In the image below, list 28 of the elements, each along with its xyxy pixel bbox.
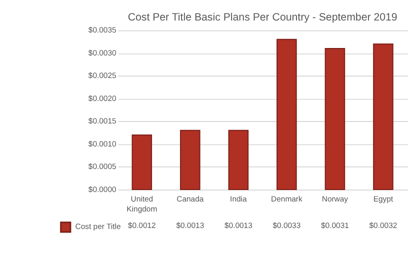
legend-label: Cost per Title [75, 222, 121, 232]
y-tick-label: $0.0015 [88, 116, 116, 126]
bar [180, 130, 200, 190]
data-label: $0.0013 [176, 221, 204, 230]
data-label: $0.0012 [128, 221, 156, 230]
x-tick-label: India [230, 194, 248, 204]
data-label: $0.0013 [224, 221, 252, 230]
y-tick-label: $0.0010 [88, 139, 116, 148]
y-tick-label: $0.0025 [88, 71, 116, 80]
bar [132, 134, 152, 190]
x-tick-label: Norway [322, 194, 348, 204]
bar [228, 130, 249, 190]
x-tick-label: United Kingdom [126, 194, 158, 214]
x-tick-label: Denmark [271, 194, 302, 204]
y-tick-label: $0.0035 [88, 26, 116, 35]
bar [373, 43, 394, 190]
y-tick-label: $0.0020 [88, 94, 116, 103]
y-tick-label: $0.0005 [88, 162, 116, 172]
y-tick-label: $0.0030 [88, 48, 116, 58]
data-label: $0.0031 [321, 221, 349, 230]
chart-title: Cost Per Title Basic Plans Per Country - September 2019 [128, 12, 398, 24]
bar [276, 38, 297, 190]
bar [324, 48, 346, 190]
x-tick-label: Canada [176, 194, 204, 204]
data-label: $0.0033 [272, 221, 301, 230]
data-label: $0.0032 [369, 221, 398, 230]
x-tick-label: Egypt [373, 194, 394, 204]
y-tick-label: $0.0000 [88, 184, 116, 194]
